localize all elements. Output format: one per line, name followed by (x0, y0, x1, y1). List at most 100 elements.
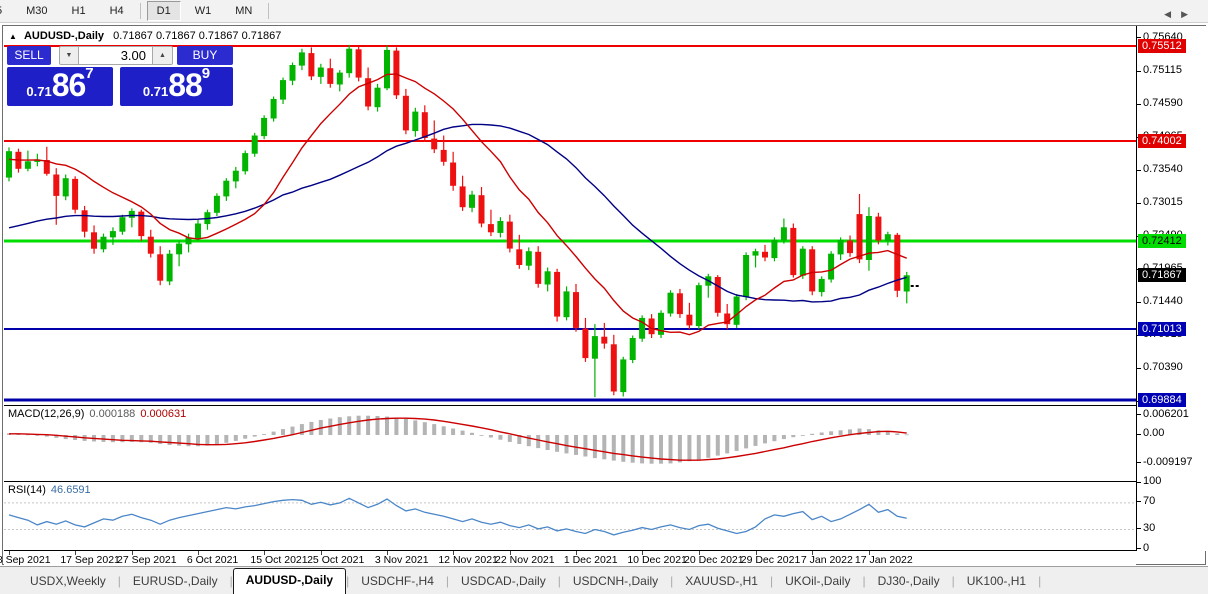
sell-price-button[interactable]: 0.71867 (7, 65, 113, 106)
chart-tab-eurusddaily[interactable]: EURUSD-,Daily (132, 574, 218, 588)
rsi-value: 46.6591 (50, 484, 91, 496)
axis-tick-mark (1137, 501, 1141, 503)
axis-tick-mark (1137, 548, 1141, 549)
axis-tick-mark (1137, 37, 1141, 39)
macd-signal-value: 0.000631 (140, 408, 187, 420)
date-tick-mark (642, 551, 644, 555)
date-label: 27 Sep 2021 (117, 554, 177, 566)
chart-tab-xauusdh1[interactable]: XAUUSD-,H1 (685, 574, 758, 588)
buy-price-button[interactable]: 0.71889 (120, 65, 233, 106)
date-label: 25 Oct 2021 (307, 554, 365, 566)
date-label: 12 Nov 2021 (438, 554, 498, 566)
date-tick-mark (320, 551, 322, 555)
rsi-tick-label: 100 (1143, 475, 1162, 487)
collapse-icon[interactable]: ▲ (9, 32, 17, 41)
date-tick-mark (131, 551, 133, 555)
timeframe-button-mn[interactable]: MN (235, 5, 253, 17)
timeframe-button-m30[interactable]: M30 (26, 5, 48, 17)
rsi-label: RSI(14) 46.6591 (8, 484, 91, 496)
volume-increase-button[interactable]: ▲ (153, 46, 173, 65)
one-click-trade-panel: SELL ▼ 3.00 ▲ BUY 0.71867 0.71889 (7, 46, 233, 106)
date-tick-mark (698, 551, 700, 555)
sell-price-main: 86 (51, 67, 87, 103)
axis-tick-mark (1137, 301, 1141, 303)
tab-scroll-arrows[interactable]: ◀▶ (1164, 9, 1198, 20)
axis-tick-mark (1137, 103, 1141, 105)
date-tick-mark (9, 551, 10, 555)
chart-tab-ukoildaily[interactable]: UKOil-,Daily (785, 574, 851, 588)
tab-scroll-left-icon[interactable]: ◀ (1164, 9, 1182, 19)
timeframe-button-w1[interactable]: W1 (194, 5, 212, 17)
date-label: 29 Dec 2021 (740, 554, 801, 566)
timeframe-button-h1[interactable]: H1 (71, 5, 86, 17)
buy-button[interactable]: BUY (177, 46, 233, 65)
tab-separator: | (229, 574, 233, 588)
chart-tab-usdcaddaily[interactable]: USDCAD-,Daily (461, 574, 546, 588)
timeframe-button-h4[interactable]: H4 (109, 5, 124, 17)
macd-indicator-panel[interactable]: MACD(12,26,9) 0.000188 0.000631 (4, 405, 1136, 480)
buy-price-pip: 9 (201, 65, 211, 82)
chart-tab-usdchfh4[interactable]: USDCHF-,H4 (361, 574, 434, 588)
axis-tick-mark (1137, 528, 1141, 530)
price-tick-label: 0.70390 (1143, 361, 1183, 374)
rsi-tick-label: 30 (1143, 521, 1156, 534)
axis-tick-mark (1137, 414, 1141, 416)
axis-tick-mark (1137, 433, 1141, 435)
date-label: 3 Nov 2021 (374, 554, 429, 566)
tab-separator: | (557, 574, 561, 588)
price-axis[interactable]: 0.756400.751150.745900.740650.735400.730… (1136, 26, 1206, 554)
tab-scroll-right-icon[interactable]: ▶ (1181, 9, 1198, 19)
date-tick-mark (868, 551, 870, 555)
date-label: 8 Sep 2021 (0, 554, 51, 566)
macd-tick-label: -0.009197 (1143, 455, 1193, 468)
timeframe-button-d1[interactable]: D1 (146, 1, 181, 21)
price-tick-label: 0.73540 (1143, 163, 1183, 176)
toolbar-separator (268, 3, 270, 19)
price-tick-label: 0.74590 (1143, 97, 1183, 110)
chart-window: ▲ AUDUSD-,Daily 0.71867 0.71867 0.71867 … (0, 25, 1206, 566)
axis-tick-mark (1137, 169, 1141, 171)
date-tick-mark (755, 551, 757, 555)
chart-title-bar: ▲ AUDUSD-,Daily 0.71867 0.71867 0.71867 … (9, 30, 281, 42)
price-level-badge: 0.71867 (1138, 268, 1186, 283)
toolbar-separator (139, 3, 141, 19)
rsi-indicator-panel[interactable]: RSI(14) 46.6591 (4, 481, 1136, 550)
price-tick-label: 0.71440 (1143, 295, 1183, 308)
date-label: 17 Sep 2021 (60, 554, 120, 566)
tab-separator: | (1038, 574, 1042, 588)
price-level-badge: 0.71013 (1138, 321, 1186, 336)
chart-tab-dj30daily[interactable]: DJ30-,Daily (877, 574, 940, 588)
buy-price-main: 88 (168, 67, 203, 103)
sell-price-prefix: 0.71 (26, 84, 52, 99)
date-tick-mark (264, 551, 266, 555)
rsi-tick-label: 70 (1143, 494, 1156, 507)
chart-tab-audusddaily[interactable]: AUDUSD-,Daily (232, 568, 347, 594)
chart-tab-usdcnhdaily[interactable]: USDCNH-,Daily (572, 574, 659, 588)
date-label: 6 Oct 2021 (186, 554, 239, 566)
axis-tick-mark (1137, 462, 1141, 464)
volume-input[interactable]: 3.00 (79, 46, 153, 65)
date-label: 17 Jan 2022 (854, 554, 913, 566)
date-label: 10 Dec 2021 (627, 554, 687, 566)
date-label: 15 Oct 2021 (250, 554, 308, 566)
axis-tick-mark (1137, 202, 1141, 204)
date-tick-mark (75, 551, 77, 555)
macd-tick-label: 0.006201 (1143, 407, 1189, 420)
chart-ohlc-values: 0.71867 0.71867 0.71867 0.71867 (113, 30, 282, 42)
price-level-badge: 0.75512 (1138, 39, 1186, 54)
chart-title: AUDUSD-,Daily (23, 30, 105, 42)
chart-tab-uk100h1[interactable]: UK100-,H1 (966, 574, 1027, 588)
axis-tick-mark (1137, 367, 1141, 369)
date-tick-mark (198, 551, 199, 555)
timeframe-button-5[interactable]: 5 (0, 1, 12, 21)
date-label: 7 Jan 2022 (800, 554, 853, 566)
date-tick-mark (509, 551, 511, 555)
sell-button[interactable]: SELL (7, 46, 51, 65)
volume-decrease-button[interactable]: ▼ (59, 46, 79, 65)
tab-separator: | (445, 574, 450, 588)
tab-separator: | (670, 574, 674, 588)
chart-tab-usdxweekly[interactable]: USDX,Weekly (30, 574, 106, 588)
macd-label: MACD(12,26,9) 0.000188 0.000631 (8, 408, 187, 420)
date-label: 22 Nov 2021 (495, 554, 555, 566)
